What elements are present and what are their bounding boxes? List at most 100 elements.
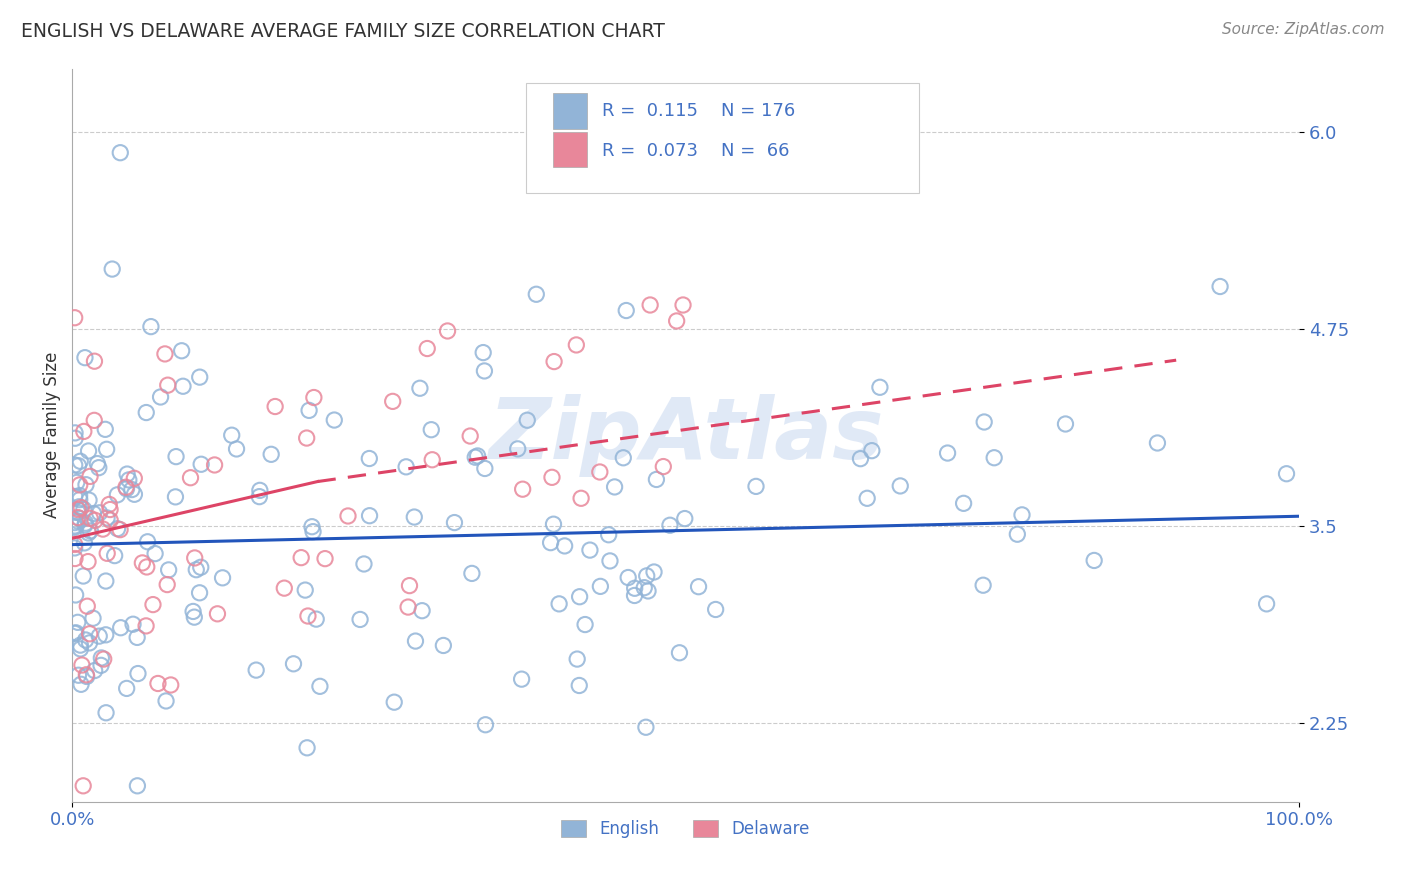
Point — [298, 403, 321, 417]
Point — [543, 354, 565, 368]
Point — [541, 470, 564, 484]
Point — [72, 779, 94, 793]
Point — [936, 446, 959, 460]
Point — [599, 554, 621, 568]
Point — [65, 625, 87, 640]
Point — [349, 612, 371, 626]
Point — [643, 565, 665, 579]
Point — [172, 379, 194, 393]
Point — [617, 570, 640, 584]
Point — [157, 563, 180, 577]
Point — [295, 740, 318, 755]
Point — [63, 490, 86, 504]
Point — [146, 676, 169, 690]
Point — [124, 487, 146, 501]
Point — [305, 612, 328, 626]
Point — [860, 443, 883, 458]
Point — [638, 298, 661, 312]
Point — [79, 469, 101, 483]
Point — [211, 571, 233, 585]
Point — [290, 550, 312, 565]
Point — [294, 583, 316, 598]
Point — [297, 609, 319, 624]
Point — [63, 425, 86, 440]
Point — [101, 262, 124, 277]
Point — [108, 523, 131, 537]
Point — [67, 500, 90, 514]
Text: R =  0.115    N = 176: R = 0.115 N = 176 — [602, 102, 796, 120]
Point — [135, 619, 157, 633]
Point — [98, 513, 121, 527]
Point — [623, 581, 645, 595]
Point — [411, 604, 433, 618]
Point — [77, 444, 100, 458]
Point — [404, 510, 426, 524]
Point — [207, 607, 229, 621]
Point — [603, 480, 626, 494]
Point — [79, 511, 101, 525]
Point — [856, 491, 879, 506]
Point — [72, 569, 94, 583]
Point — [506, 442, 529, 456]
Point — [66, 514, 89, 528]
Point — [652, 459, 675, 474]
Point — [75, 632, 97, 647]
Point — [96, 442, 118, 457]
Point — [131, 556, 153, 570]
Point — [567, 652, 589, 666]
Point — [1011, 508, 1033, 522]
Point — [204, 458, 226, 472]
Point — [512, 482, 534, 496]
Point — [76, 669, 98, 683]
Point — [458, 429, 481, 443]
Point — [94, 706, 117, 720]
Point — [63, 541, 86, 555]
Point — [637, 583, 659, 598]
Point — [149, 390, 172, 404]
Point — [464, 450, 486, 465]
Point — [110, 145, 132, 160]
Point — [79, 636, 101, 650]
Point — [142, 598, 165, 612]
Point — [302, 524, 325, 539]
Point — [77, 555, 100, 569]
Point — [98, 497, 121, 511]
Point — [396, 600, 419, 615]
Point — [115, 480, 138, 494]
Point — [436, 324, 458, 338]
Point — [673, 511, 696, 525]
Point — [96, 546, 118, 560]
Point — [63, 519, 86, 533]
Point — [115, 681, 138, 696]
Point — [190, 560, 212, 574]
Point — [79, 626, 101, 640]
Point — [568, 678, 591, 692]
Point — [543, 517, 565, 532]
Point — [225, 442, 247, 456]
Point — [589, 465, 612, 479]
Point — [83, 354, 105, 368]
Point — [170, 343, 193, 358]
Point — [136, 534, 159, 549]
Point — [70, 500, 93, 515]
Point — [63, 310, 86, 325]
Point — [63, 458, 86, 472]
Point — [264, 400, 287, 414]
Point — [283, 657, 305, 671]
Point — [75, 516, 97, 531]
Point — [165, 490, 187, 504]
Point — [186, 563, 208, 577]
Point — [221, 428, 243, 442]
Point — [569, 491, 592, 506]
Point — [127, 631, 149, 645]
Point — [612, 450, 634, 465]
Point — [156, 577, 179, 591]
Point — [94, 628, 117, 642]
Point — [69, 478, 91, 492]
Point — [66, 506, 89, 520]
Point — [121, 483, 143, 497]
FancyBboxPatch shape — [526, 83, 918, 194]
Point — [65, 588, 87, 602]
Point — [90, 651, 112, 665]
Point — [135, 405, 157, 419]
